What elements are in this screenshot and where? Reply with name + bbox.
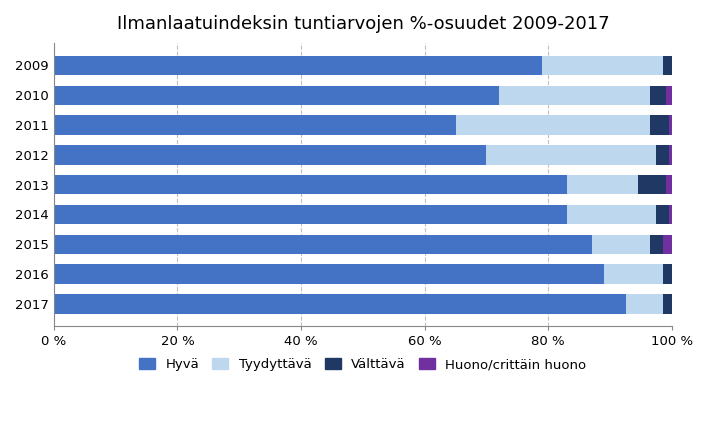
Legend: Hyvä, Tyydyttävä, Välttävä, Huono/crittäin huono: Hyvä, Tyydyttävä, Välttävä, Huono/crittä… [134, 353, 592, 377]
Bar [54, 145, 486, 164]
Bar [567, 205, 656, 224]
Bar [54, 86, 499, 105]
Bar [663, 265, 672, 284]
Title: Ilmanlaatuindeksin tuntiarvojen %-osuudet 2009-2017: Ilmanlaatuindeksin tuntiarvojen %-osuude… [117, 15, 609, 33]
Bar [669, 145, 672, 164]
Bar [666, 175, 672, 194]
Bar [54, 235, 592, 254]
Bar [638, 175, 666, 194]
Bar [567, 175, 638, 194]
Bar [542, 56, 663, 75]
Bar [54, 205, 567, 224]
Bar [486, 145, 656, 164]
Bar [592, 235, 651, 254]
Bar [54, 115, 455, 135]
Bar [54, 294, 626, 314]
Bar [499, 86, 651, 105]
Bar [54, 56, 542, 75]
Bar [604, 265, 663, 284]
Bar [54, 265, 604, 284]
Bar [626, 294, 663, 314]
Bar [669, 115, 672, 135]
Bar [54, 175, 567, 194]
Bar [455, 115, 651, 135]
Bar [651, 115, 669, 135]
Bar [656, 145, 669, 164]
Bar [663, 235, 672, 254]
Bar [651, 235, 663, 254]
Bar [656, 205, 669, 224]
Bar [669, 205, 672, 224]
Bar [651, 86, 666, 105]
Bar [663, 294, 672, 314]
Bar [663, 56, 672, 75]
Bar [666, 86, 672, 105]
